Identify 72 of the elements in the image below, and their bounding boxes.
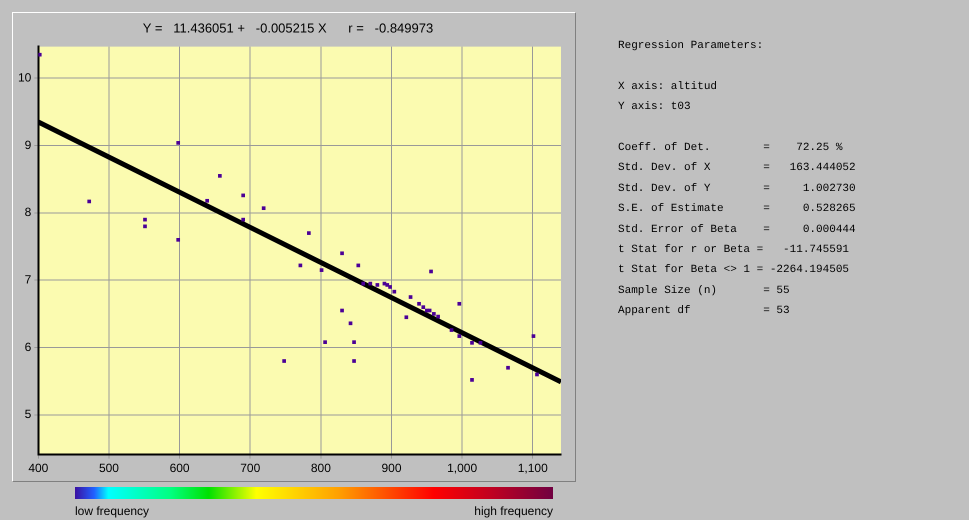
text: S.E. of Estimate = 0.528265 xyxy=(618,202,856,218)
text: Sample Size (n) = 55 xyxy=(618,284,791,299)
point xyxy=(143,218,147,222)
point xyxy=(348,321,352,326)
x-tick-label: 400 xyxy=(28,461,49,476)
point xyxy=(368,282,372,286)
text: t Stat for Beta <> 1 = -2264.194505 xyxy=(618,263,850,278)
point xyxy=(404,315,408,320)
point xyxy=(470,378,474,382)
point xyxy=(436,314,440,318)
y-tick-label: 7 xyxy=(24,272,32,287)
point xyxy=(478,341,482,345)
text: Coeff. of Det. = 72.25 % xyxy=(618,141,844,156)
point xyxy=(421,305,426,309)
x-tick-label: 500 xyxy=(98,461,120,476)
point xyxy=(176,238,180,242)
point xyxy=(298,264,302,268)
point xyxy=(340,308,344,312)
point xyxy=(532,334,536,338)
y-tick-label: 9 xyxy=(24,138,32,152)
point xyxy=(392,290,396,294)
point xyxy=(307,231,311,235)
point xyxy=(241,194,246,198)
point xyxy=(143,224,147,228)
text: high frequency xyxy=(474,504,553,518)
point xyxy=(432,312,436,316)
x-tick-label: 1,000 xyxy=(447,461,478,476)
text: t Stat for r or Beta = -11.745591 xyxy=(618,243,850,258)
point xyxy=(429,270,433,274)
text: Apparent df = 53 xyxy=(618,304,791,320)
point xyxy=(356,264,360,268)
y-tick-label: 5 xyxy=(24,407,32,422)
point xyxy=(176,141,180,145)
point xyxy=(218,174,222,178)
point xyxy=(320,268,324,272)
point xyxy=(282,359,286,363)
chart-title: Y = 11.436051 + -0.005215 X r = -0.849973 xyxy=(142,20,434,36)
point xyxy=(535,372,539,376)
y-tick-label: 8 xyxy=(24,205,32,220)
x-tick-label: 1,100 xyxy=(518,461,548,476)
x-tick-label: 700 xyxy=(240,461,261,476)
text: Y axis: t03 xyxy=(618,100,692,116)
text: low frequency xyxy=(75,504,150,518)
point xyxy=(457,334,462,338)
point xyxy=(323,340,327,344)
point xyxy=(408,295,412,299)
point xyxy=(87,200,92,204)
point xyxy=(450,328,454,332)
point xyxy=(361,282,366,286)
point xyxy=(470,341,474,345)
point xyxy=(205,198,209,203)
x-tick-label: 800 xyxy=(310,461,332,476)
point xyxy=(262,206,266,210)
text: X axis: altitud xyxy=(618,80,718,95)
text: Regression Parameters: xyxy=(618,39,764,54)
x-tick-label: 900 xyxy=(381,461,402,476)
point xyxy=(340,251,344,256)
x-tick-label: 600 xyxy=(170,461,190,476)
point xyxy=(352,340,356,344)
point xyxy=(352,359,356,363)
text: Std. Dev. of X = 163.444052 xyxy=(618,161,856,176)
y-tick-label: 6 xyxy=(24,340,32,354)
point xyxy=(376,283,380,287)
point xyxy=(388,285,392,289)
text: Std. Dev. of Y = 1.002730 xyxy=(618,182,856,197)
point xyxy=(428,308,432,312)
text: Std. Error of Beta = 0.000444 xyxy=(618,222,856,238)
point xyxy=(457,302,462,306)
point xyxy=(417,302,421,306)
y-tick-label: 10 xyxy=(18,70,32,85)
point xyxy=(241,218,246,222)
point xyxy=(506,366,510,370)
